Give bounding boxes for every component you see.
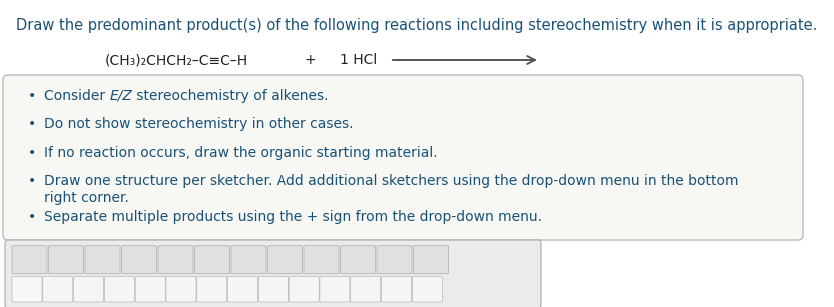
FancyBboxPatch shape: [135, 277, 165, 302]
Text: 1 HCl: 1 HCl: [340, 53, 377, 67]
FancyBboxPatch shape: [259, 277, 289, 302]
FancyBboxPatch shape: [268, 246, 303, 274]
Text: Draw the predominant product(s) of the following reactions including stereochemi: Draw the predominant product(s) of the f…: [17, 18, 817, 33]
FancyBboxPatch shape: [166, 277, 196, 302]
FancyBboxPatch shape: [85, 246, 120, 274]
FancyBboxPatch shape: [104, 277, 134, 302]
FancyBboxPatch shape: [197, 277, 227, 302]
Text: •: •: [28, 210, 36, 224]
Text: stereochemistry of alkenes.: stereochemistry of alkenes.: [133, 89, 329, 103]
FancyBboxPatch shape: [228, 277, 258, 302]
FancyBboxPatch shape: [122, 246, 157, 274]
FancyBboxPatch shape: [320, 277, 350, 302]
FancyBboxPatch shape: [43, 277, 73, 302]
Text: Consider: Consider: [44, 89, 109, 103]
Text: •: •: [28, 174, 36, 188]
FancyBboxPatch shape: [3, 75, 803, 240]
Text: (CH₃)₂CHCH₂–C≡C–H: (CH₃)₂CHCH₂–C≡C–H: [105, 53, 249, 67]
FancyBboxPatch shape: [194, 246, 229, 274]
FancyBboxPatch shape: [412, 277, 442, 302]
FancyBboxPatch shape: [381, 277, 411, 302]
FancyBboxPatch shape: [304, 246, 339, 274]
Text: E/Z: E/Z: [109, 89, 133, 103]
FancyBboxPatch shape: [377, 246, 412, 274]
FancyBboxPatch shape: [289, 277, 319, 302]
Text: +: +: [304, 53, 316, 67]
FancyBboxPatch shape: [231, 246, 266, 274]
Text: If no reaction occurs, draw the organic starting material.: If no reaction occurs, draw the organic …: [44, 146, 438, 160]
Text: Separate multiple products using the + sign from the drop-down menu.: Separate multiple products using the + s…: [44, 210, 542, 224]
FancyBboxPatch shape: [48, 246, 83, 274]
FancyBboxPatch shape: [12, 246, 47, 274]
FancyBboxPatch shape: [414, 246, 449, 274]
FancyBboxPatch shape: [5, 240, 541, 307]
FancyBboxPatch shape: [340, 246, 375, 274]
FancyBboxPatch shape: [12, 277, 42, 302]
Text: •: •: [28, 89, 36, 103]
Text: Do not show stereochemistry in other cases.: Do not show stereochemistry in other cas…: [44, 118, 354, 131]
Text: Draw one structure per sketcher. Add additional sketchers using the drop-down me: Draw one structure per sketcher. Add add…: [44, 174, 738, 205]
FancyBboxPatch shape: [350, 277, 381, 302]
FancyBboxPatch shape: [73, 277, 103, 302]
Text: •: •: [28, 118, 36, 131]
FancyBboxPatch shape: [158, 246, 193, 274]
Text: •: •: [28, 146, 36, 160]
